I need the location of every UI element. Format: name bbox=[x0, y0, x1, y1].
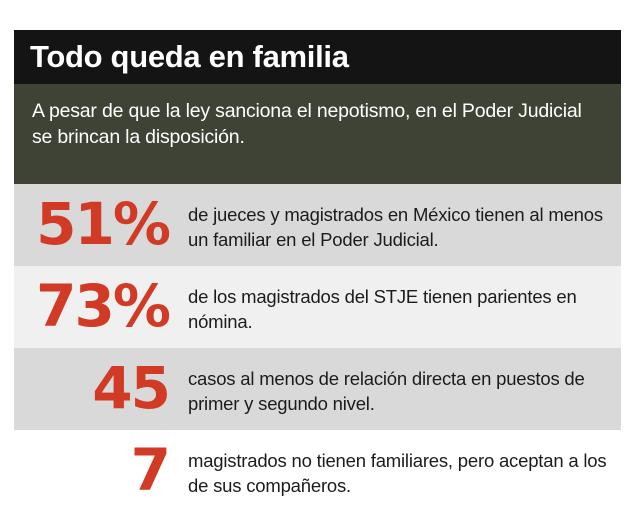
stat-number: 73% bbox=[36, 272, 171, 340]
infographic-title: Todo queda en familia bbox=[30, 39, 349, 74]
stat-description: de los magistrados del STJE tienen parie… bbox=[188, 286, 577, 332]
infographic-card: Todo queda en familia A pesar de que la … bbox=[14, 30, 621, 510]
stat-row: 51% de jueces y magistrados en México ti… bbox=[14, 184, 621, 266]
stat-row: 45 casos al menos de relación directa en… bbox=[14, 348, 621, 430]
stat-description: de jueces y magistrados en México tienen… bbox=[188, 204, 603, 250]
stat-number: 45 bbox=[92, 354, 171, 422]
stat-description: casos al menos de relación directa en pu… bbox=[188, 368, 585, 414]
title-bar: Todo queda en familia bbox=[14, 30, 621, 84]
stat-row: 7 magistrados no tienen familiares, pero… bbox=[14, 430, 621, 510]
subtitle-bar: A pesar de que la ley sanciona el nepoti… bbox=[14, 84, 621, 184]
stat-description: magistrados no tienen familiares, pero a… bbox=[188, 450, 607, 496]
infographic-subtitle: A pesar de que la ley sanciona el nepoti… bbox=[32, 100, 582, 148]
stat-number: 51% bbox=[36, 190, 171, 258]
stat-row: 73% de los magistrados del STJE tienen p… bbox=[14, 266, 621, 348]
stat-number: 7 bbox=[130, 436, 171, 504]
